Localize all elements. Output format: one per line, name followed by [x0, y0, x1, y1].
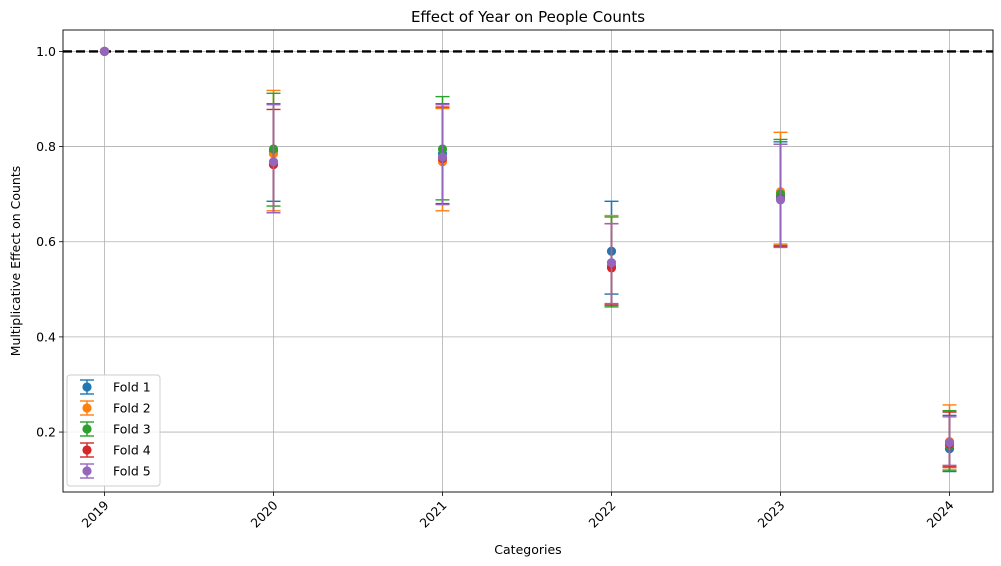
legend: Fold 1 Fold 2 Fold 3 Fold 4 Fold 5 — [66, 374, 161, 487]
data-point — [268, 157, 279, 167]
legend-marker — [82, 466, 92, 476]
x-tick-label: 2022 — [586, 498, 619, 531]
series-5 — [99, 46, 957, 467]
data-point — [99, 46, 110, 57]
x-tick-label: 2021 — [417, 498, 450, 531]
axes: 2019 2020 2021 2022 2023 2024 0.2 0.4 0.6 0.8 1.0 — [36, 44, 957, 531]
y-tick-label: 1.0 — [36, 44, 56, 59]
x-tick-label: 2020 — [248, 497, 281, 530]
data-point — [606, 258, 617, 268]
x-axis-label: Categories — [494, 542, 561, 557]
series-1 — [99, 46, 957, 473]
grid — [63, 30, 993, 492]
chart-title: Effect of Year on People Counts — [411, 8, 645, 26]
data-point — [437, 152, 448, 162]
legend-label: Fold 4 — [113, 443, 151, 458]
series-3 — [99, 46, 957, 471]
y-tick-label: 0.6 — [36, 234, 56, 249]
plot-frame — [62, 29, 994, 493]
data-point — [775, 195, 786, 205]
legend-marker — [82, 382, 92, 392]
x-tick-label: 2019 — [79, 497, 112, 530]
x-tick-label: 2024 — [924, 497, 957, 530]
y-tick-label: 0.2 — [36, 425, 56, 440]
series-layer — [99, 46, 957, 473]
series-4 — [99, 46, 957, 468]
y-axis-label: Multiplicative Effect on Counts — [8, 166, 23, 357]
legend-label: Fold 5 — [113, 464, 151, 479]
y-tick-label: 0.4 — [36, 329, 56, 344]
legend-marker — [82, 445, 92, 455]
x-tick-label: 2023 — [755, 498, 788, 531]
legend-marker — [82, 403, 92, 413]
legend-label: Fold 3 — [113, 422, 151, 437]
legend-label: Fold 2 — [113, 401, 151, 416]
legend-box — [66, 374, 161, 487]
y-tick-label: 0.8 — [36, 139, 56, 154]
legend-label: Fold 1 — [113, 380, 151, 395]
series-2 — [99, 46, 957, 469]
data-point — [944, 437, 955, 448]
legend-marker — [82, 424, 92, 434]
